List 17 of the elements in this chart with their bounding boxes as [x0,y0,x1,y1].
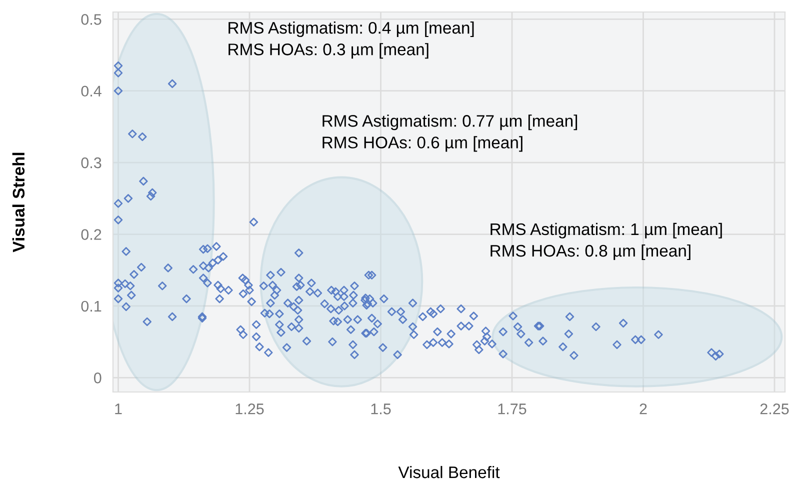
x-tick-label: 1.75 [498,404,526,414]
y-tick-label: 0 [94,372,102,384]
y-tick-label: 0.1 [81,300,102,312]
annotation: RMS Astigmatism: 1 µm [mean] RMS HOAs: 0.8 µm [mean] [490,222,722,260]
y-tick-label: 0.5 [81,14,102,25]
y-axis-title: Visual Strehl [12,152,25,252]
y-tick-label: 0.2 [81,229,102,240]
x-tick-label: 2 [640,404,647,414]
x-tick-label: 1 [115,404,122,414]
x-tick-label: 1.5 [371,404,391,414]
y-tick-label: 0.4 [81,86,102,97]
x-tick-label: 1.25 [236,404,264,414]
x-tick-label: 2.25 [760,404,789,414]
y-tick-label: 0.3 [81,157,102,168]
annotation: RMS Astigmatism: 0.77 µm [mean] RMS HOAs: 0.6 µm [mean] [322,114,578,152]
annotation: RMS Astigmatism: 0.4 µm [mean] RMS HOAs: 0.3 µm [mean] [228,22,474,59]
x-axis-title: Visual Benefit [398,466,500,478]
